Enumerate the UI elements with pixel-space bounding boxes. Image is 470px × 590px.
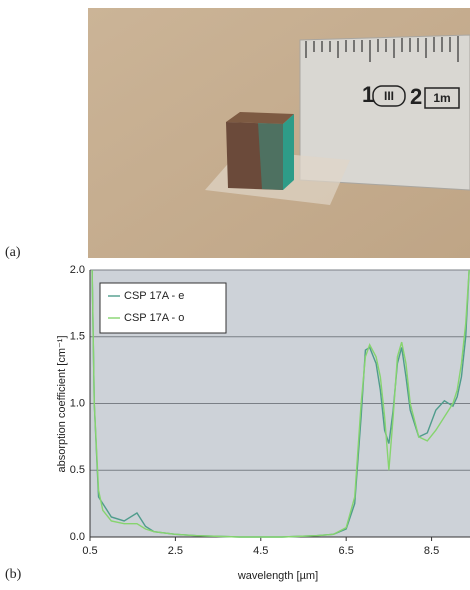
legend: CSP 17A - e CSP 17A - o — [100, 283, 226, 333]
y-tick-label: 1.5 — [70, 331, 85, 343]
y-tick-label: 1.0 — [70, 397, 85, 409]
y-axis-label: absorption coefficient [cm⁻¹] — [56, 335, 68, 472]
ruler-text: III — [384, 89, 394, 103]
y-tick-label: 0.0 — [70, 531, 85, 543]
legend-label: CSP 17A - e — [124, 290, 184, 302]
x-tick-label: 0.5 — [82, 545, 97, 557]
panel-label: (b) — [5, 567, 22, 582]
photo: 1 III 2 1m — [88, 8, 470, 258]
x-tick-label: 2.5 — [168, 545, 183, 557]
x-axis-label: wavelength [µm] — [237, 570, 318, 582]
panel-label: (a) — [5, 245, 21, 260]
cube-side — [283, 114, 294, 190]
legend-label: CSP 17A - o — [124, 312, 184, 324]
cube-reflection — [258, 123, 283, 190]
ruler-text: 1m — [433, 91, 450, 105]
y-tick-label: 0.5 — [70, 464, 85, 476]
x-tick-label: 4.5 — [253, 545, 268, 557]
x-tick-label: 8.5 — [424, 545, 439, 557]
y-tick-label: 2.0 — [70, 264, 85, 276]
figure: 1 III 2 1m (a) (b) wavelength [µm] absor… — [0, 0, 470, 585]
x-tick-label: 6.5 — [339, 545, 354, 557]
ruler-text: 2 — [410, 84, 422, 109]
